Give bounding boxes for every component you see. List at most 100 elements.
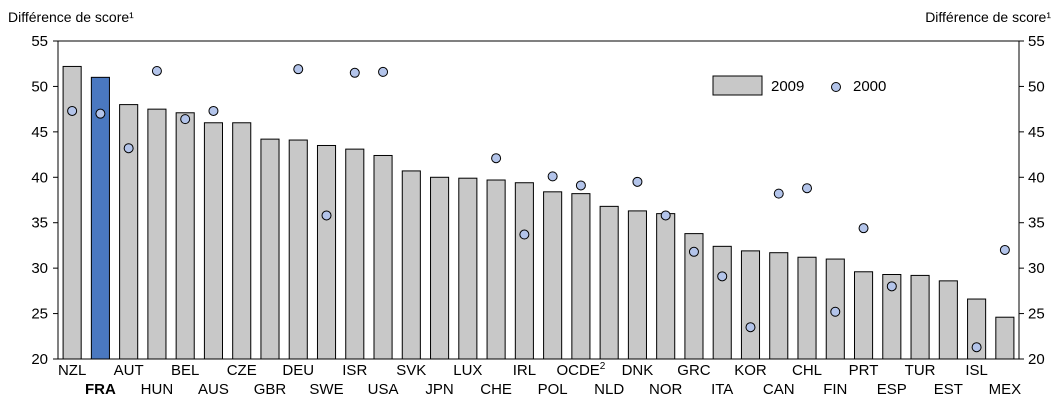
marker-deu bbox=[293, 64, 304, 75]
marker-grc bbox=[688, 246, 699, 257]
x-tick-label-cze: CZE bbox=[227, 362, 257, 379]
x-tick-label-bel: BEL bbox=[171, 362, 199, 379]
y-tick-label-right: 55 bbox=[1028, 33, 1045, 50]
bar-prt bbox=[853, 271, 874, 360]
bar-usa bbox=[373, 154, 393, 360]
y-tick-label-left: 40 bbox=[31, 169, 48, 186]
bar-nzl bbox=[62, 65, 82, 360]
y-axis-label-right: Différence de score¹ bbox=[925, 9, 1051, 25]
bar-irl bbox=[514, 182, 534, 360]
x-tick-label-deu: DEU bbox=[282, 362, 314, 379]
marker-aus bbox=[208, 105, 219, 116]
x-tick-label-esp: ESP bbox=[877, 381, 907, 398]
x-tick-label-pol: POL bbox=[538, 381, 568, 398]
series-2000-markers bbox=[67, 64, 1010, 353]
bar-mex bbox=[995, 316, 1015, 360]
bar-aus bbox=[203, 122, 224, 360]
y-tick-label-right: 25 bbox=[1028, 306, 1045, 323]
y-axis-right: 20 25 30 35 40 45 50 55 bbox=[1019, 33, 1045, 368]
bar-swe bbox=[316, 144, 337, 360]
bar-est bbox=[938, 280, 958, 360]
x-tick-label-che: CHE bbox=[480, 381, 512, 398]
bar-hun bbox=[147, 108, 167, 360]
marker-chl bbox=[802, 183, 813, 194]
x-tick-label-isl: ISL bbox=[965, 362, 988, 379]
bar-aut bbox=[119, 104, 139, 360]
marker-aut bbox=[123, 143, 134, 154]
x-tick-label-svk: SVK bbox=[396, 362, 426, 379]
marker-bel bbox=[180, 114, 191, 125]
marker-pol bbox=[547, 171, 558, 182]
x-tick-label-fin: FIN bbox=[823, 381, 847, 398]
y-axis-label-left: Différence de score¹ bbox=[8, 9, 134, 25]
x-tick-label-nld: NLD bbox=[594, 381, 624, 398]
y-tick-label-left: 25 bbox=[31, 306, 48, 323]
x-tick-label-irl: IRL bbox=[513, 362, 536, 379]
bar-ocde bbox=[571, 193, 591, 360]
y-axis-left: 20 25 30 35 40 45 50 55 bbox=[31, 33, 58, 368]
bar-esp bbox=[882, 274, 902, 360]
y-tick-label-right: 45 bbox=[1028, 124, 1045, 141]
bar-svk bbox=[401, 170, 421, 360]
marker-hun bbox=[151, 65, 162, 76]
legend-swatch-2009 bbox=[712, 75, 763, 96]
x-tick-label-nzl: NZL bbox=[58, 362, 86, 379]
x-tick-label-isr: ISR bbox=[342, 362, 367, 379]
y-tick-label-left: 30 bbox=[31, 260, 48, 277]
y-tick-label-right: 50 bbox=[1028, 78, 1045, 95]
bar-gbr bbox=[260, 138, 280, 360]
series-2009-bars bbox=[62, 65, 1015, 360]
y-tick-label-left: 20 bbox=[31, 351, 48, 368]
bar-nld bbox=[599, 205, 619, 360]
y-tick-label-right: 40 bbox=[1028, 169, 1045, 186]
marker-usa bbox=[378, 66, 389, 77]
x-tick-label-tur: TUR bbox=[905, 362, 936, 379]
marker-swe bbox=[321, 210, 332, 221]
y-tick-label-right: 20 bbox=[1028, 351, 1045, 368]
marker-can bbox=[773, 188, 784, 199]
x-tick-label-mex: MEX bbox=[989, 381, 1022, 398]
bar-pol bbox=[543, 191, 563, 360]
marker-kor bbox=[745, 322, 756, 333]
bar-dnk bbox=[627, 210, 647, 360]
bar-chl bbox=[797, 256, 817, 360]
marker-che bbox=[491, 153, 502, 164]
bar-isl bbox=[967, 298, 987, 360]
marker-irl bbox=[519, 229, 530, 240]
x-tick-label-aus: AUS bbox=[198, 381, 229, 398]
marker-nor bbox=[660, 210, 671, 221]
marker-nzl bbox=[67, 105, 78, 116]
x-tick-label-jpn: JPN bbox=[425, 381, 453, 398]
x-tick-label-lux: LUX bbox=[453, 362, 482, 379]
bar-fra bbox=[90, 76, 110, 360]
plot-frame bbox=[57, 40, 1020, 360]
bar-kor bbox=[740, 250, 761, 360]
marker-ita bbox=[717, 271, 728, 282]
y-tick-label-right: 30 bbox=[1028, 260, 1045, 277]
x-tick-label-aut: AUT bbox=[114, 362, 144, 379]
x-tick-label-dnk: DNK bbox=[622, 362, 654, 379]
bar-tur bbox=[910, 274, 930, 360]
legend-marker-2000 bbox=[831, 82, 841, 92]
x-tick-label-can: CAN bbox=[763, 381, 795, 398]
bar-can bbox=[769, 252, 789, 360]
legend-label-2009: 2009 bbox=[771, 78, 804, 95]
x-tick-label-swe: SWE bbox=[309, 381, 343, 398]
bar-jpn bbox=[430, 176, 450, 360]
marker-ocde bbox=[575, 180, 586, 191]
legend-label-2000: 2000 bbox=[853, 78, 886, 95]
bar-deu bbox=[288, 139, 308, 360]
marker-esp bbox=[886, 281, 897, 292]
marker-mex bbox=[999, 244, 1010, 255]
x-tick-label-ocde: OCDE2 bbox=[556, 361, 605, 379]
x-tick-label-usa: USA bbox=[368, 381, 399, 398]
bar-cze bbox=[232, 122, 252, 360]
marker-fin bbox=[830, 306, 841, 317]
legend: 2009 2000 bbox=[712, 75, 886, 96]
x-tick-label-est: EST bbox=[934, 381, 963, 398]
x-tick-label-chl: CHL bbox=[792, 362, 822, 379]
y-tick-label-left: 55 bbox=[31, 33, 48, 50]
x-tick-label-grc: GRC bbox=[677, 362, 711, 379]
bar-che bbox=[486, 179, 506, 360]
